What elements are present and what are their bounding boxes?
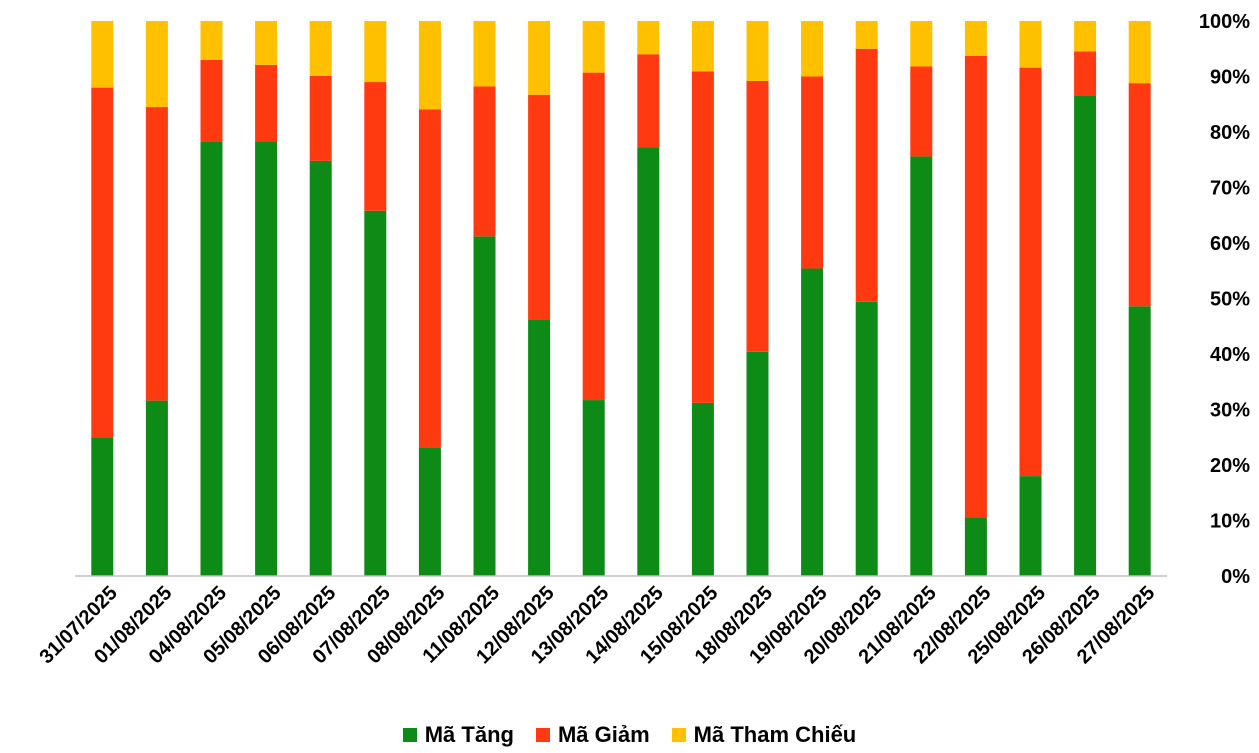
bar-segment-increase-4 xyxy=(309,160,332,577)
bar-segment-decrease-6 xyxy=(418,109,441,448)
bar-segment-decrease-16 xyxy=(964,55,987,518)
bar-segment-reference-5 xyxy=(364,21,387,83)
bar-segment-reference-11 xyxy=(691,21,714,72)
bar-segment-decrease-12 xyxy=(746,80,769,352)
legend-item-reference: Mã Tham Chiếu xyxy=(671,722,857,748)
bar-segment-decrease-1 xyxy=(145,107,168,401)
bar-segment-increase-3 xyxy=(255,141,278,576)
bar-segment-decrease-9 xyxy=(582,72,605,401)
bar-segment-reference-10 xyxy=(637,21,660,55)
bar-segment-increase-17 xyxy=(1019,476,1042,576)
bar-segment-decrease-14 xyxy=(855,48,878,302)
bar-segment-decrease-15 xyxy=(910,66,933,157)
bar-segment-reference-16 xyxy=(964,21,987,56)
legend-swatch-decrease xyxy=(535,728,550,742)
y-tick-label: 10% xyxy=(1210,511,1250,533)
y-tick-label: 50% xyxy=(1210,289,1250,311)
bar-segment-decrease-0 xyxy=(91,87,114,438)
y-tick-label: 60% xyxy=(1210,233,1250,255)
bar-segment-reference-13 xyxy=(801,21,824,77)
legend-swatch-increase xyxy=(402,728,417,742)
y-tick-label: 0% xyxy=(1221,566,1250,588)
legend-label-decrease: Mã Giảm xyxy=(557,722,650,747)
bar-segment-increase-10 xyxy=(637,147,660,577)
bar-segment-increase-7 xyxy=(473,236,496,576)
bar-segment-increase-13 xyxy=(801,268,824,576)
bar-segment-increase-2 xyxy=(200,141,223,577)
y-tick-label: 100% xyxy=(1199,11,1250,33)
bar-segment-reference-1 xyxy=(145,21,168,108)
bar-segment-reference-19 xyxy=(1128,21,1151,84)
bar-segment-reference-3 xyxy=(255,21,278,65)
bar-segment-increase-18 xyxy=(1074,95,1097,577)
bar-segment-reference-18 xyxy=(1074,21,1097,52)
bar-segment-increase-12 xyxy=(746,351,769,576)
y-tick-label: 40% xyxy=(1210,344,1250,366)
bar-segment-decrease-13 xyxy=(801,76,824,269)
bar-segment-reference-17 xyxy=(1019,21,1042,68)
bar-segment-increase-15 xyxy=(910,156,933,577)
y-tick-label: 70% xyxy=(1210,178,1250,200)
bar-segment-increase-14 xyxy=(855,301,878,576)
legend-label-reference: Mã Tham Chiếu xyxy=(693,722,857,747)
bar-segment-increase-8 xyxy=(528,319,551,576)
bar-segment-decrease-19 xyxy=(1128,83,1151,307)
bar-segment-increase-5 xyxy=(364,210,387,576)
legend: Mã Tăng Mã Giảm Mã Tham Chiếu xyxy=(0,722,1259,748)
x-axis-ticks: 31/07/202501/08/202504/08/202505/08/2025… xyxy=(35,582,1159,668)
bar-segment-decrease-18 xyxy=(1074,51,1097,96)
bar-segment-reference-9 xyxy=(582,21,605,73)
bar-segment-decrease-7 xyxy=(473,86,496,237)
y-tick-label: 80% xyxy=(1210,122,1250,144)
bar-segment-reference-0 xyxy=(91,21,114,88)
bar-segment-reference-15 xyxy=(910,21,933,67)
bar-segment-reference-6 xyxy=(418,21,441,110)
legend-swatch-reference xyxy=(671,728,686,742)
bar-segment-reference-8 xyxy=(528,21,551,95)
y-tick-label: 20% xyxy=(1210,455,1250,477)
y-tick-label: 90% xyxy=(1210,67,1250,89)
bar-segment-reference-4 xyxy=(309,21,332,76)
bar-segment-decrease-17 xyxy=(1019,67,1042,477)
bar-segment-increase-9 xyxy=(582,400,605,576)
bar-segment-increase-11 xyxy=(691,402,714,576)
bar-segment-decrease-8 xyxy=(528,94,551,320)
legend-item-increase: Mã Tăng xyxy=(402,722,514,748)
bar-segment-decrease-10 xyxy=(637,54,660,148)
bar-segment-increase-0 xyxy=(91,437,114,576)
legend-item-decrease: Mã Giảm xyxy=(535,722,650,748)
bars-group xyxy=(91,21,1151,577)
bar-segment-decrease-3 xyxy=(255,64,278,142)
bar-segment-reference-7 xyxy=(473,21,496,87)
bar-segment-increase-6 xyxy=(418,447,441,576)
y-tick-label: 30% xyxy=(1210,400,1250,422)
bar-segment-increase-19 xyxy=(1128,306,1151,576)
bar-segment-reference-14 xyxy=(855,21,878,49)
legend-label-increase: Mã Tăng xyxy=(424,722,514,747)
bar-segment-decrease-5 xyxy=(364,82,387,211)
y-axis-ticks: 0% 10% 20% 30% 40% 50% 60% 70% 80% 90% 100% xyxy=(1199,11,1250,588)
bar-segment-increase-1 xyxy=(145,400,168,576)
bar-segment-reference-2 xyxy=(200,21,223,60)
bar-segment-decrease-4 xyxy=(309,75,332,161)
bar-segment-decrease-2 xyxy=(200,59,223,142)
bar-segment-reference-12 xyxy=(746,21,769,81)
bar-segment-increase-16 xyxy=(964,517,987,576)
bar-segment-decrease-11 xyxy=(691,71,714,403)
